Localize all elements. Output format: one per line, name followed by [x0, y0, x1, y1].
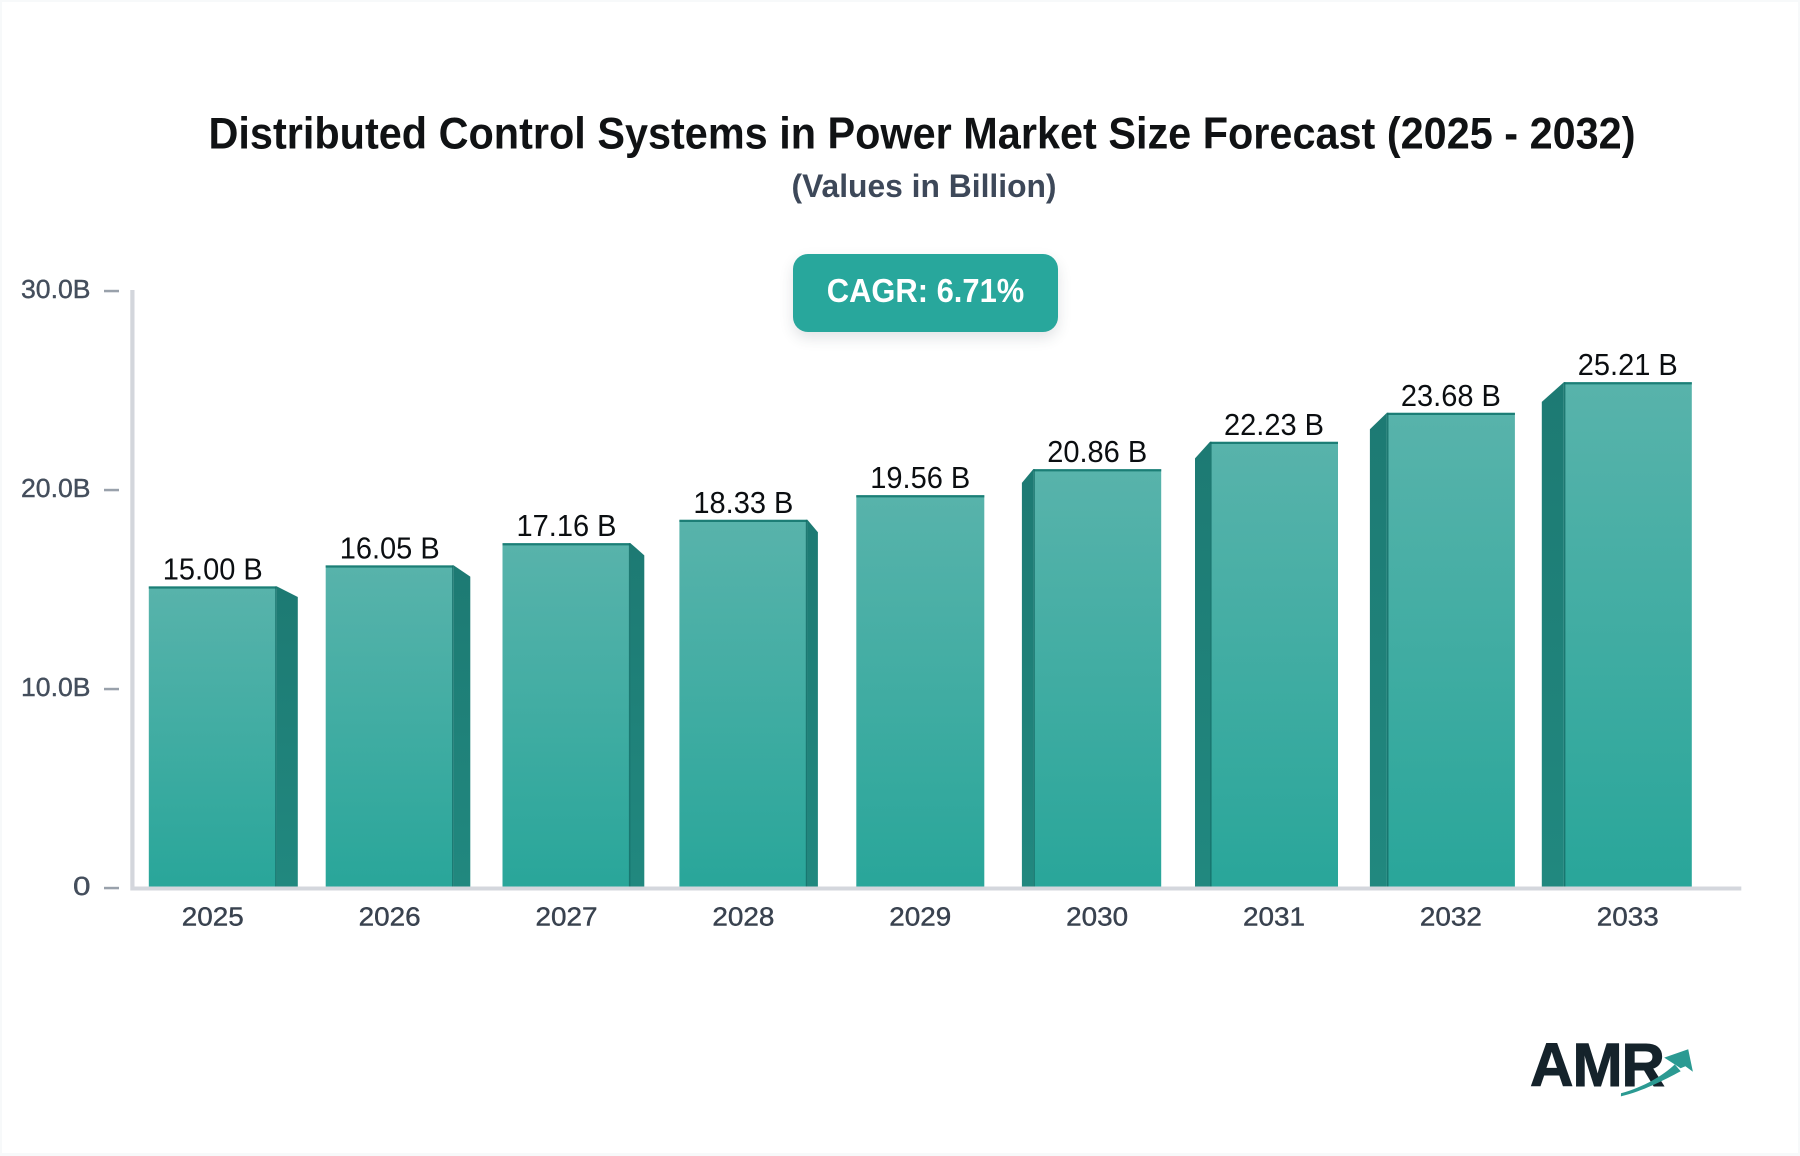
svg-text:23.68 B: 23.68 B	[1401, 379, 1501, 413]
svg-text:2032: 2032	[1420, 904, 1482, 932]
svg-text:2027: 2027	[536, 904, 598, 932]
svg-text:15.00 B: 15.00 B	[163, 552, 263, 586]
svg-text:25.21 B: 25.21 B	[1578, 348, 1678, 382]
svg-text:CAGR: 6.71%: CAGR: 6.71%	[827, 272, 1025, 309]
svg-text:AMR: AMR	[1530, 1031, 1664, 1099]
svg-text:20.0B: 20.0B	[21, 473, 91, 503]
svg-text:2025: 2025	[182, 904, 244, 932]
svg-text:0: 0	[73, 871, 91, 901]
svg-text:2030: 2030	[1066, 904, 1128, 932]
svg-text:18.33 B: 18.33 B	[693, 486, 793, 520]
svg-text:2033: 2033	[1597, 904, 1659, 932]
svg-text:30.0B: 30.0B	[21, 274, 91, 304]
svg-text:17.16 B: 17.16 B	[517, 509, 617, 543]
svg-text:22.23 B: 22.23 B	[1224, 408, 1324, 442]
svg-text:10.0B: 10.0B	[21, 672, 91, 702]
svg-text:2026: 2026	[359, 904, 421, 932]
svg-text:2029: 2029	[889, 904, 951, 932]
svg-text:2031: 2031	[1243, 904, 1305, 932]
svg-text:2028: 2028	[712, 904, 774, 932]
svg-text:20.86 B: 20.86 B	[1047, 435, 1147, 469]
svg-text:Distributed Control Systems in: Distributed Control Systems in Power Mar…	[209, 109, 1636, 158]
svg-text:(Values in Billion): (Values in Billion)	[792, 168, 1057, 204]
svg-text:19.56 B: 19.56 B	[870, 461, 970, 495]
svg-text:16.05 B: 16.05 B	[340, 531, 440, 565]
